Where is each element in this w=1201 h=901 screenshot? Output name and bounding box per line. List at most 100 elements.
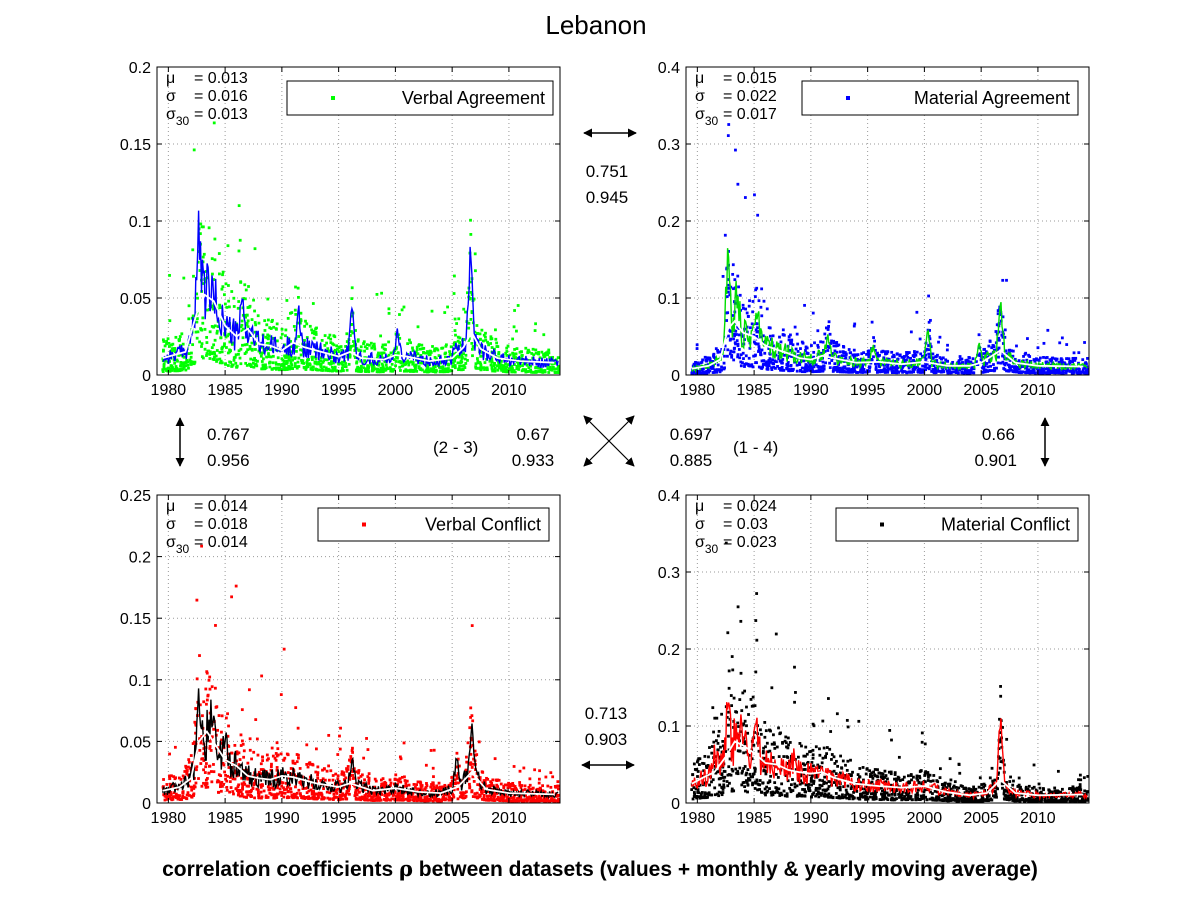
- data-point: [799, 779, 803, 783]
- data-point: [1065, 369, 1069, 373]
- mu-symbol: μ: [166, 498, 175, 515]
- data-point: [521, 788, 524, 792]
- data-point: [165, 342, 168, 346]
- data-point: [555, 799, 559, 803]
- data-point: [708, 356, 712, 360]
- data-point: [218, 303, 222, 307]
- data-point: [363, 345, 367, 349]
- data-point: [237, 352, 240, 356]
- data-point: [759, 353, 762, 356]
- data-point: [699, 792, 703, 796]
- data-point: [224, 777, 227, 781]
- data-point: [924, 770, 928, 774]
- data-point: [226, 774, 230, 778]
- data-point: [210, 735, 214, 739]
- data-point: [886, 363, 890, 367]
- data-point: [329, 337, 333, 341]
- data-point: [984, 369, 988, 372]
- data-point: [459, 364, 463, 368]
- data-point: [307, 762, 311, 765]
- data-point: [387, 307, 391, 311]
- data-point: [402, 798, 406, 802]
- data-point: [374, 795, 378, 798]
- data-point: [227, 766, 231, 769]
- data-point: [205, 341, 209, 344]
- data-point: [1082, 366, 1086, 370]
- data-point: [475, 332, 479, 335]
- data-point: [869, 792, 873, 796]
- data-point: [403, 784, 406, 788]
- data-point: [211, 272, 214, 276]
- data-point: [210, 325, 214, 328]
- data-point: [517, 790, 521, 794]
- data-point: [357, 348, 361, 352]
- data-point: [322, 787, 325, 791]
- data-point: [430, 787, 434, 791]
- data-point: [739, 364, 743, 368]
- data-point: [352, 340, 355, 343]
- data-point: [926, 771, 930, 774]
- data-point: [834, 344, 838, 348]
- data-point: [501, 369, 505, 373]
- data-point: [794, 768, 798, 772]
- data-point: [247, 688, 251, 692]
- data-point: [478, 332, 482, 336]
- data-point: [411, 346, 414, 350]
- data-point: [408, 798, 412, 802]
- data-point: [172, 795, 175, 799]
- data-point: [735, 339, 739, 343]
- data-point: [243, 313, 247, 317]
- data-point: [355, 793, 359, 797]
- data-point: [718, 350, 722, 354]
- data-point: [351, 331, 355, 335]
- data-point: [162, 778, 165, 781]
- data-point: [963, 370, 967, 374]
- data-point: [504, 351, 508, 355]
- data-point: [236, 793, 240, 797]
- data-point: [736, 353, 740, 357]
- data-point: [863, 370, 866, 374]
- data-point: [199, 739, 203, 743]
- data-point: [1065, 357, 1068, 361]
- data-point: [1013, 357, 1017, 361]
- data-point: [279, 336, 283, 340]
- data-point: [692, 362, 696, 366]
- data-point: [260, 796, 263, 800]
- data-point: [479, 364, 483, 368]
- data-point: [453, 317, 457, 321]
- data-point: [268, 786, 272, 790]
- data-point: [473, 792, 477, 796]
- data-point: [351, 773, 355, 777]
- data-point: [227, 332, 231, 336]
- data-point: [359, 359, 363, 363]
- data-point: [548, 356, 552, 359]
- data-point: [761, 363, 765, 367]
- data-point: [381, 777, 385, 781]
- data-point: [299, 348, 302, 352]
- data-point: [1065, 343, 1069, 346]
- x-tick-label: 2010: [1020, 382, 1056, 399]
- data-point: [253, 247, 257, 251]
- data-point: [199, 762, 203, 765]
- data-point: [356, 788, 360, 792]
- data-point: [274, 362, 278, 366]
- data-point: [280, 784, 284, 788]
- data-point: [443, 783, 447, 787]
- data-point: [749, 326, 752, 330]
- data-point: [743, 365, 746, 368]
- data-point: [923, 364, 927, 368]
- data-point: [237, 751, 241, 755]
- data-point: [451, 361, 455, 365]
- data-point: [756, 342, 760, 346]
- data-point: [790, 783, 793, 787]
- data-point: [505, 365, 509, 369]
- data-point: [316, 765, 320, 769]
- data-point: [367, 370, 371, 374]
- data-point: [353, 785, 357, 788]
- data-point: [762, 299, 766, 303]
- data-point: [169, 367, 172, 371]
- data-point: [341, 786, 345, 790]
- data-point: [256, 314, 260, 318]
- data-point: [503, 799, 507, 803]
- data-point: [300, 796, 303, 799]
